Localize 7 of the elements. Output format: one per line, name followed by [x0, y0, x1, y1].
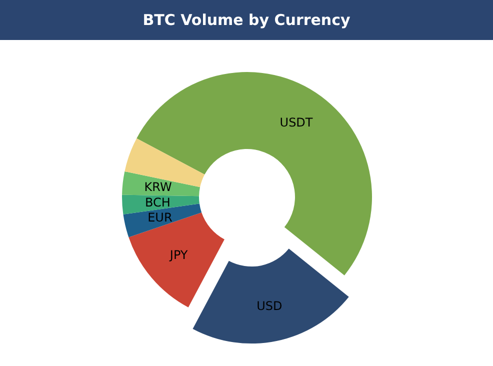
chart-title: BTC Volume by Currency: [0, 0, 493, 40]
slice-label: JPY: [168, 248, 188, 262]
slice-label: USDT: [280, 115, 314, 130]
slice-label: USD: [256, 299, 282, 314]
slice-label: BCH: [144, 195, 170, 210]
slice-label: KRW: [144, 180, 172, 194]
slice-label: EUR: [148, 210, 172, 225]
